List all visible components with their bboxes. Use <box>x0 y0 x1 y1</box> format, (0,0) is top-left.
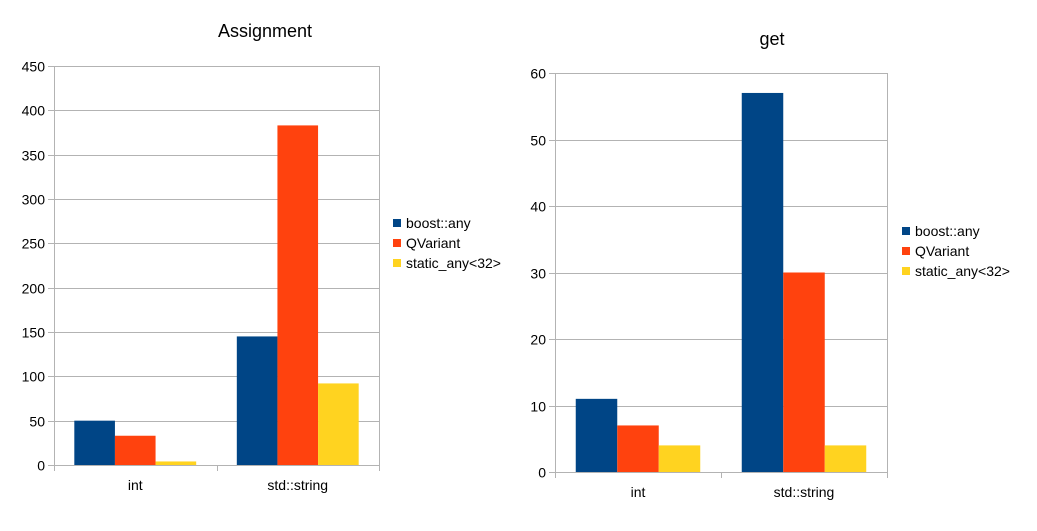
legend-label: boost::any <box>406 215 471 231</box>
y-tick-label: 60 <box>530 66 546 82</box>
x-tick-label: int <box>128 477 143 493</box>
y-tick-label: 450 <box>22 59 46 75</box>
y-tick-label: 30 <box>530 266 546 282</box>
y-tick-label: 10 <box>530 399 546 415</box>
bar <box>783 272 825 472</box>
bar <box>277 125 319 465</box>
legend-label: static_any<32> <box>406 255 501 271</box>
y-tick-label: 50 <box>29 414 45 430</box>
y-tick-label: 400 <box>22 103 46 119</box>
chart-title: get <box>759 29 784 49</box>
bar <box>155 461 197 465</box>
legend-label: static_any<32> <box>915 263 1010 279</box>
legend-swatch <box>902 247 910 255</box>
chart-title: Assignment <box>218 21 312 41</box>
y-tick-label: 300 <box>22 192 46 208</box>
legend-swatch <box>393 239 401 247</box>
x-tick-label: std::string <box>774 484 835 500</box>
bar <box>318 383 359 465</box>
y-tick-label: 350 <box>22 148 46 164</box>
legend-swatch <box>902 267 910 275</box>
bar <box>74 420 115 465</box>
bar <box>114 435 156 465</box>
bar <box>575 398 618 472</box>
legend-swatch <box>393 259 401 267</box>
legend-label: QVariant <box>406 235 460 251</box>
y-tick-label: 250 <box>22 236 46 252</box>
bar <box>824 445 867 472</box>
y-tick-label: 50 <box>530 133 546 149</box>
bar <box>617 425 659 472</box>
y-tick-label: 150 <box>22 325 46 341</box>
y-tick-label: 200 <box>22 281 46 297</box>
bar <box>658 445 701 472</box>
y-tick-label: 20 <box>530 332 546 348</box>
legend-label: QVariant <box>915 243 969 259</box>
legend-swatch <box>902 227 910 235</box>
chart-assignment: Assignment 0 50 100 150 200 250 300 350 400 450 in… <box>22 21 501 493</box>
x-tick-label: int <box>631 484 646 500</box>
y-tick-label: 100 <box>22 369 46 385</box>
bar <box>741 92 784 472</box>
legend-label: boost::any <box>915 223 980 239</box>
bar <box>236 336 278 465</box>
legend-swatch <box>393 219 401 227</box>
y-tick-label: 40 <box>530 199 546 215</box>
y-tick-label: 0 <box>538 465 546 481</box>
x-tick-label: std::string <box>267 477 328 493</box>
y-tick-label: 0 <box>37 458 45 474</box>
